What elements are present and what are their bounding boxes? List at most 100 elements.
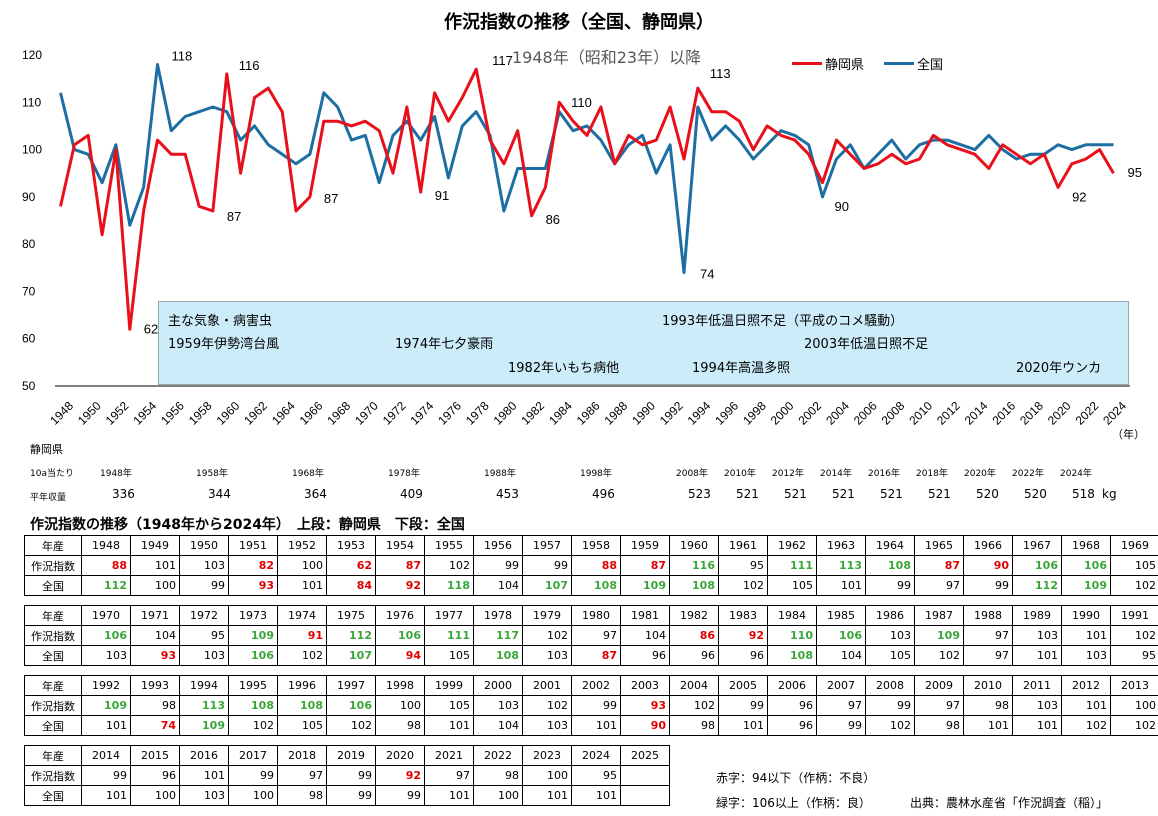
index-cell: 102	[914, 645, 964, 666]
yield-year: 2018年	[916, 469, 948, 479]
index-cell: 99	[326, 765, 376, 786]
x-tick-label: 1964	[269, 399, 298, 428]
index-cell: 101	[277, 575, 327, 596]
index-cell: 101	[130, 555, 180, 576]
line-chart: 5060708090100110120194819501952195419561…	[22, 48, 1145, 441]
legend-label-shizuoka: 静岡県	[825, 58, 865, 73]
index-cell: 90	[963, 555, 1013, 576]
year-cell: 1949	[130, 535, 180, 556]
index-cell: 103	[1012, 625, 1062, 646]
x-tick-label: 1954	[130, 399, 159, 428]
x-tick-label: 2012	[934, 399, 963, 428]
year-cell: 2009	[914, 675, 964, 696]
year-cell: 1971	[130, 605, 180, 626]
x-tick-label: 1998	[740, 399, 769, 428]
index-cell: 105	[424, 645, 474, 666]
data-label: 113	[710, 66, 731, 81]
row-label: 年産	[24, 605, 82, 626]
index-cell: 101	[424, 785, 474, 806]
index-cell: 95	[571, 765, 621, 786]
index-cell: 101	[424, 715, 474, 736]
year-cell: 1966	[963, 535, 1013, 556]
index-cell: 106	[228, 645, 278, 666]
data-label: 118	[171, 48, 192, 63]
chart-subtitle: 1948年（昭和23年）以降	[512, 48, 702, 67]
index-cell: 109	[81, 695, 131, 716]
year-cell: 1957	[522, 535, 572, 556]
index-cell: 96	[767, 695, 817, 716]
index-cell: 99	[522, 555, 572, 576]
year-cell: 1961	[718, 535, 768, 556]
year-cell: 1989	[1012, 605, 1062, 626]
national-row: 全国 103 93 103 106 102 107 94 105 108 103 87 96 96 96 10…	[24, 645, 1158, 666]
year-cell: 2023	[522, 745, 572, 766]
index-cell: 103	[865, 625, 915, 646]
index-cell: 104	[473, 715, 523, 736]
index-cell: 82	[228, 555, 278, 576]
index-cell: 93	[228, 575, 278, 596]
index-cell: 97	[914, 695, 964, 716]
year-cell: 2003	[620, 675, 670, 696]
index-cell: 90	[620, 715, 670, 736]
x-tick-label: 1968	[324, 399, 353, 428]
year-cell: 1958	[571, 535, 621, 556]
index-cell: 97	[963, 645, 1013, 666]
x-tick-label: 2014	[962, 399, 991, 428]
index-cell: 100	[375, 695, 425, 716]
yield-value: 364	[304, 487, 327, 501]
index-cell: 118	[424, 575, 474, 596]
year-cell: 1974	[277, 605, 327, 626]
year-row: 年産 1992 1993 1994 1995 1996 1997 1998 1999 2000 20…	[24, 675, 1158, 696]
year-row: 年産 2014 2015 2016 2017 2018 2019 2020 2021 2022 20…	[24, 745, 670, 766]
index-cell: 102	[669, 695, 719, 716]
index-cell: 106	[1012, 555, 1062, 576]
index-cell: 113	[816, 555, 866, 576]
index-cell: 99	[228, 765, 278, 786]
year-cell: 1973	[228, 605, 278, 626]
row-label: 全国	[24, 715, 82, 736]
national-row: 全国 101 74 109 102 105 102 98 101 104 103 101 90 98 101…	[24, 715, 1158, 736]
year-cell: 1976	[375, 605, 425, 626]
row-label: 全国	[24, 575, 82, 596]
y-tick-label: 50	[22, 379, 36, 393]
year-cell: 2022	[473, 745, 523, 766]
index-cell: 98	[669, 715, 719, 736]
legend-item-national: 全国	[884, 54, 943, 73]
x-tick-label: 1984	[546, 399, 575, 428]
x-tick-label: 1988	[601, 399, 630, 428]
index-cell: 96	[130, 765, 180, 786]
row-label: 作況指数	[24, 555, 82, 576]
index-cell: 101	[522, 785, 572, 806]
index-cell: 105	[277, 715, 327, 736]
year-cell: 1948	[81, 535, 131, 556]
index-cell: 99	[963, 575, 1013, 596]
note-red: 赤字：94以下（作柄：不良）	[716, 771, 876, 785]
year-cell: 1953	[326, 535, 376, 556]
yield-row-label-2: 平年収量	[30, 493, 67, 503]
year-cell: 2006	[767, 675, 817, 696]
index-cell: 99	[865, 695, 915, 716]
index-cell: 105	[767, 575, 817, 596]
index-cell: 97	[424, 765, 474, 786]
annotation-event: 1994年高温多照	[692, 361, 791, 376]
index-cell: 96	[767, 715, 817, 736]
row-label: 作況指数	[24, 765, 82, 786]
index-cell: 98	[914, 715, 964, 736]
index-cell: 102	[1110, 575, 1158, 596]
index-cell: 101	[963, 715, 1013, 736]
data-label: 87	[324, 191, 338, 206]
index-cell: 110	[767, 625, 817, 646]
annotation-event: 1982年いもち病他	[508, 361, 620, 376]
year-cell: 2000	[473, 675, 523, 696]
yield-value: 521	[928, 487, 951, 501]
year-cell: 2017	[228, 745, 278, 766]
annotation-event: 1993年低温日照不足（平成のコメ騒動）	[662, 314, 904, 329]
index-cell: 101	[571, 715, 621, 736]
yield-value: 520	[1024, 487, 1047, 501]
year-cell: 2024	[571, 745, 621, 766]
year-cell: 1981	[620, 605, 670, 626]
index-cell: 103	[81, 645, 131, 666]
x-tick-label: 1970	[352, 399, 381, 428]
index-cell: 103	[473, 695, 523, 716]
index-cell: 99	[473, 555, 523, 576]
